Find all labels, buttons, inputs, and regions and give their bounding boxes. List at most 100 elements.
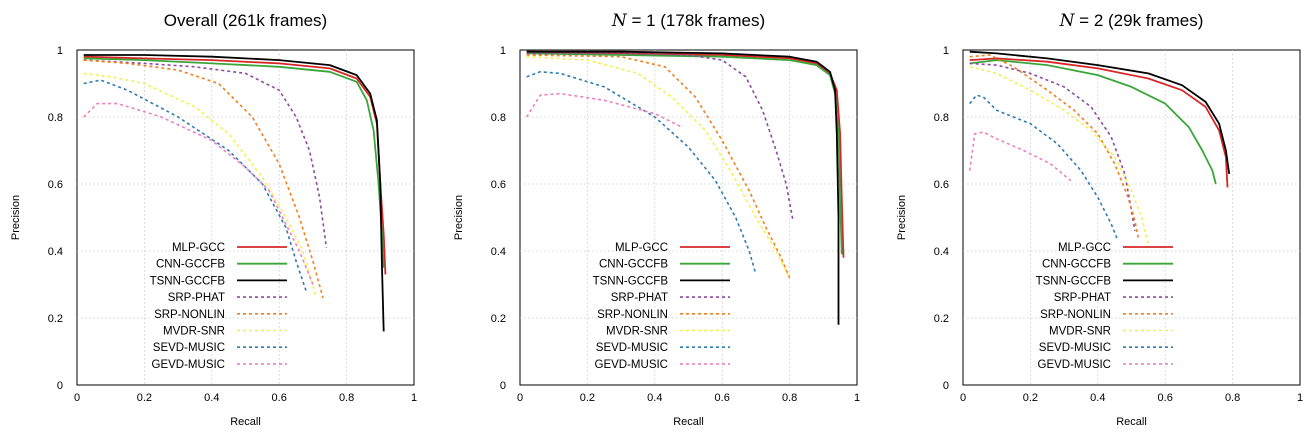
series-line-cnn-gccfb xyxy=(83,57,385,268)
x-tick-label: 0 xyxy=(74,392,80,404)
y-tick-label: 0.4 xyxy=(934,246,949,258)
series-line-mlp-gcc xyxy=(969,57,1229,188)
legend-label: MVDR-SNR xyxy=(1049,326,1111,338)
y-tick-label: 0.6 xyxy=(48,179,63,191)
legend-label: MLP-GCC xyxy=(1058,242,1111,254)
legend-label: SRP-NONLIN xyxy=(1040,309,1111,321)
chart-title-part: N xyxy=(611,11,628,31)
chart-title-part: = 2 (29k frames) xyxy=(1074,11,1203,30)
chart-title: N = 2 (29k frames) xyxy=(1059,11,1204,31)
y-tick-label: 0.6 xyxy=(491,179,506,191)
series-line-srp-nonlin xyxy=(969,54,1139,238)
x-tick-label: 0.2 xyxy=(1023,392,1038,404)
plot-frame xyxy=(962,49,1301,386)
legend-label: MVDR-SNR xyxy=(163,326,225,338)
x-axis-label: Recall xyxy=(1116,416,1147,428)
legend-label: GEVD-MUSIC xyxy=(1038,359,1111,371)
x-tick-label: 0.8 xyxy=(339,392,354,404)
x-tick-label: 0.8 xyxy=(1225,392,1240,404)
legend-label: CNN-GCCFB xyxy=(156,259,225,271)
legend-label: SRP-NONLIN xyxy=(597,309,668,321)
y-tick-label: 0 xyxy=(943,380,949,392)
series-line-srp-nonlin xyxy=(83,59,324,299)
legend-label: SEVD-MUSIC xyxy=(596,342,668,354)
y-tick-label: 0.2 xyxy=(491,313,506,325)
y-tick-label: 0.8 xyxy=(48,112,63,124)
series-line-srp-nonlin xyxy=(526,54,791,279)
y-tick-label: 0.8 xyxy=(491,112,506,124)
series-line-sevd-music xyxy=(83,79,307,292)
chart-title: Overall (261k frames) xyxy=(164,11,327,30)
y-tick-label: 0.4 xyxy=(491,246,506,258)
y-tick-label: 0 xyxy=(57,380,63,392)
legend-label: CNN-GCCFB xyxy=(599,259,668,271)
x-tick-label: 0.6 xyxy=(1158,392,1173,404)
legend-label: SRP-PHAT xyxy=(611,292,668,304)
x-tick-label: 1 xyxy=(1297,392,1303,404)
series-line-cnn-gccfb xyxy=(526,52,843,255)
chart-title: N = 1 (178k frames) xyxy=(611,11,765,31)
series-line-sevd-music xyxy=(526,71,757,275)
series-line-mvdr-snr xyxy=(526,55,791,279)
legend-label: SRP-NONLIN xyxy=(154,309,225,321)
x-axis-label: Recall xyxy=(230,416,261,428)
plot-frame xyxy=(519,49,858,386)
y-axis-label: Precision xyxy=(896,195,908,240)
y-axis-label: Precision xyxy=(10,195,22,240)
legend-label: CNN-GCCFB xyxy=(1042,259,1111,271)
series-line-srp-phat xyxy=(83,59,328,248)
chart-title-part: Overall (261k frames) xyxy=(164,11,327,30)
y-tick-label: 0 xyxy=(500,380,506,392)
x-tick-label: 1 xyxy=(411,392,417,404)
series-line-srp-phat xyxy=(526,52,794,221)
chart-panel-1: 0 0.2 0.4 0.6 0.8 1 0 0.2 0.4 0.6 0.8 1 Recall Precis… xyxy=(10,11,417,428)
x-tick-label: 0 xyxy=(960,392,966,404)
legend-label: MLP-GCC xyxy=(172,242,225,254)
x-tick-label: 0.6 xyxy=(272,392,287,404)
y-tick-label: 0.4 xyxy=(48,246,63,258)
legend-label: TSNN-GCCFB xyxy=(593,275,669,287)
legend-label: TSNN-GCCFB xyxy=(1036,275,1112,287)
series-line-gevd-music xyxy=(526,92,683,128)
x-tick-label: 0.6 xyxy=(715,392,730,404)
chart-panel-2: 0 0.2 0.4 0.6 0.8 1 0 0.2 0.4 0.6 0.8 1 Recall Precis… xyxy=(453,11,860,428)
x-tick-label: 0.2 xyxy=(137,392,152,404)
x-tick-label: 0.4 xyxy=(204,392,219,404)
legend-label: GEVD-MUSIC xyxy=(152,359,225,371)
legend-label: MVDR-SNR xyxy=(606,326,668,338)
series-line-sevd-music xyxy=(969,94,1119,242)
y-axis-label: Precision xyxy=(453,195,465,240)
legend-label: SRP-PHAT xyxy=(1054,292,1111,304)
legend-label: TSNN-GCCFB xyxy=(150,275,226,287)
chart-title-part: N xyxy=(1059,11,1076,31)
series-line-gevd-music xyxy=(83,102,314,285)
legend-label: SRP-PHAT xyxy=(168,292,225,304)
legend-label: SEVD-MUSIC xyxy=(153,342,225,354)
legend-label: SEVD-MUSIC xyxy=(1039,342,1111,354)
x-tick-label: 0.4 xyxy=(1090,392,1105,404)
x-tick-label: 0.8 xyxy=(782,392,797,404)
x-axis-label: Recall xyxy=(673,416,704,428)
plot-frame xyxy=(76,49,415,386)
legend-label: MLP-GCC xyxy=(615,242,668,254)
series-line-srp-phat xyxy=(969,62,1136,232)
y-tick-label: 1 xyxy=(500,45,506,57)
chart-title-part: = 1 (178k frames) xyxy=(627,11,765,30)
series-line-tsnn-gccfb xyxy=(969,50,1231,175)
series-line-gevd-music xyxy=(968,131,1072,182)
series-line-cnn-gccfb xyxy=(969,59,1217,185)
series-line-mvdr-snr xyxy=(969,66,1150,245)
series-line-tsnn-gccfb xyxy=(526,50,840,325)
chart-panel-3: 0 0.2 0.4 0.6 0.8 1 0 0.2 0.4 0.6 0.8 1 Recall Precis… xyxy=(896,11,1303,428)
legend-label: GEVD-MUSIC xyxy=(595,359,668,371)
x-tick-label: 1 xyxy=(854,392,860,404)
series-line-mvdr-snr xyxy=(83,72,318,299)
x-tick-label: 0.4 xyxy=(647,392,662,404)
y-tick-label: 0.6 xyxy=(934,179,949,191)
y-tick-label: 0.2 xyxy=(934,313,949,325)
series-line-tsnn-gccfb xyxy=(83,54,385,332)
y-tick-label: 1 xyxy=(57,45,63,57)
x-tick-label: 0.2 xyxy=(580,392,595,404)
x-tick-label: 0 xyxy=(517,392,523,404)
